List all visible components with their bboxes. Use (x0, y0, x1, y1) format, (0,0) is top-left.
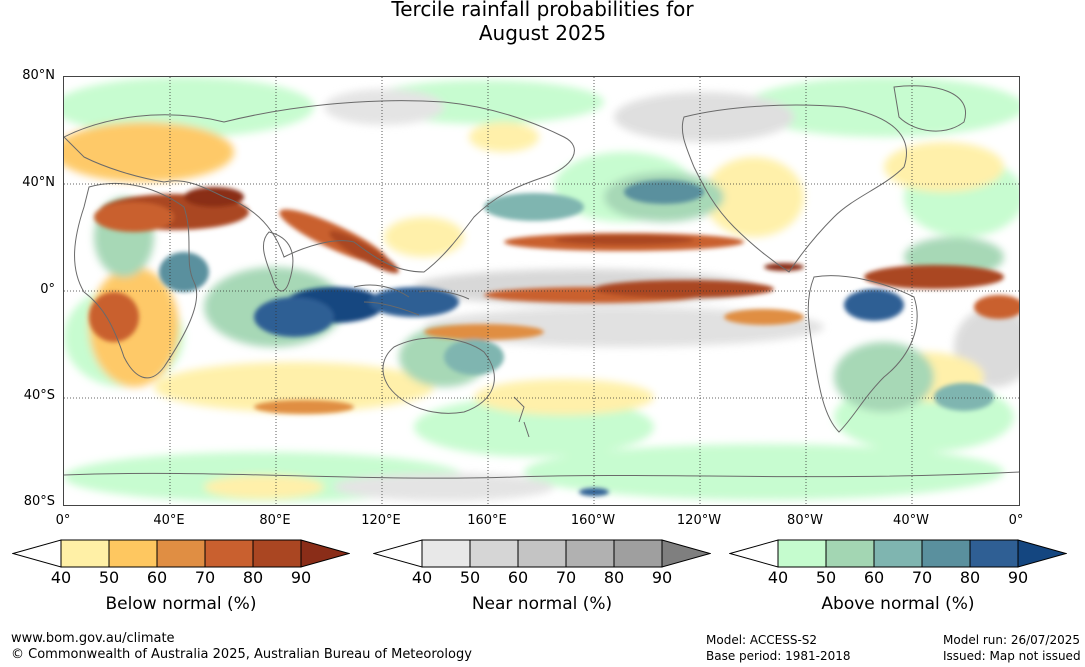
footer-model-run: Model run: 26/07/2025 (943, 633, 1081, 647)
above-normal-swatch-60 (873, 539, 923, 568)
below-normal-tick-70: 70 (194, 568, 216, 587)
footer-issued: Issued: Map not issued (943, 649, 1081, 663)
lon-label-0-left: 0° (55, 513, 71, 528)
lat-label-80s: 80°S (23, 494, 55, 509)
footer-base-period: Base period: 1981-2018 (706, 649, 851, 663)
lon-label-120e: 120°E (361, 513, 401, 528)
below-normal-swatch-70 (204, 539, 254, 568)
lon-label-80w: 80°W (787, 513, 823, 528)
below-normal-legend-title: Below normal (%) (105, 594, 257, 614)
lon-label-160e: 160°E (467, 513, 507, 528)
lon-label-40e: 40°E (153, 513, 185, 528)
near-normal-swatch-70 (565, 539, 615, 568)
near-normal-legend-title: Near normal (%) (471, 594, 613, 614)
near-normal-swatch-60 (517, 539, 567, 568)
footer-model: Model: ACCESS-S2 (706, 633, 818, 647)
strong-anomalies (89, 180, 1019, 496)
footer-website: www.bom.gov.au/climate (11, 631, 175, 646)
lon-label-0-right: 0° (1008, 513, 1024, 528)
above-normal-swatch-80 (969, 539, 1019, 568)
near-normal-swatch-50 (469, 539, 519, 568)
below-normal-high-triangle (300, 539, 350, 568)
below-normal-swatch-60 (156, 539, 206, 568)
title-line-1: Tercile rainfall probabilities for (391, 0, 694, 21)
lon-label-160w: 160°W (570, 513, 616, 528)
above-normal-tick-80: 80 (959, 568, 981, 587)
above-normal-colorbar (729, 539, 1067, 568)
lon-label-120w: 120°W (676, 513, 722, 528)
probability-map (63, 76, 1020, 506)
lon-label-80e: 80°E (259, 513, 291, 528)
near-normal-tick-40: 40 (411, 568, 433, 587)
map-svg (64, 77, 1019, 505)
footer-copyright: © Commonwealth of Australia 2025, Austra… (11, 647, 472, 662)
above-normal-swatch-40 (777, 539, 827, 568)
above-normal-low-triangle (729, 539, 779, 568)
near-normal-tick-50: 50 (459, 568, 481, 587)
above-normal-tick-50: 50 (815, 568, 837, 587)
near-normal-swatch-80 (613, 539, 663, 568)
near-normal-colorbar (373, 539, 711, 568)
below-normal-swatch-80 (252, 539, 302, 568)
near-normal-tick-90: 90 (651, 568, 673, 587)
near-normal-swatch-40 (421, 539, 471, 568)
below-normal-tick-60: 60 (146, 568, 168, 587)
near-normal-tick-80: 80 (603, 568, 625, 587)
map-title: Tercile rainfall probabilities for Augus… (0, 0, 1085, 45)
below-normal-tick-40: 40 (50, 568, 72, 587)
below-normal-tick-80: 80 (242, 568, 264, 587)
above-normal-high-triangle (1017, 539, 1067, 568)
lat-label-40s: 40°S (23, 388, 55, 403)
near-normal-tick-60: 60 (507, 568, 529, 587)
above-normal-legend-title: Above normal (%) (821, 594, 975, 614)
above-normal-tick-90: 90 (1007, 568, 1029, 587)
above-normal-tick-40: 40 (767, 568, 789, 587)
below-normal-colorbar (12, 539, 350, 568)
lat-label-40n: 40°N (22, 175, 55, 190)
above-normal-swatch-50 (825, 539, 875, 568)
lon-label-40w: 40°W (893, 513, 929, 528)
near-normal-tick-70: 70 (555, 568, 577, 587)
below-normal-tick-90: 90 (290, 568, 312, 587)
lat-label-0: 0° (40, 282, 55, 297)
lat-label-80n: 80°N (22, 68, 55, 83)
coastlines (64, 85, 1019, 479)
title-line-2: August 2025 (478, 21, 607, 45)
near-normal-high-triangle (661, 539, 711, 568)
above-normal-tick-70: 70 (911, 568, 933, 587)
above-normal-swatch-70 (921, 539, 971, 568)
above-normal-tick-60: 60 (863, 568, 885, 587)
below-normal-low-triangle (12, 539, 62, 568)
graticule (64, 77, 1019, 505)
below-normal-tick-50: 50 (98, 568, 120, 587)
below-normal-swatch-40 (60, 539, 110, 568)
near-normal-low-triangle (373, 539, 423, 568)
below-normal-swatch-50 (108, 539, 158, 568)
